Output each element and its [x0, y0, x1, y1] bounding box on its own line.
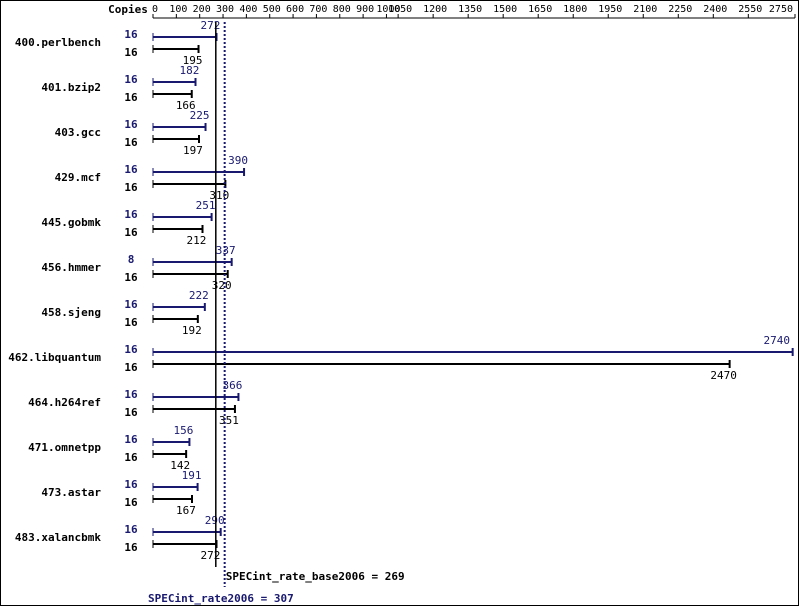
value-label: 290	[205, 514, 225, 527]
value-label: 337	[216, 244, 236, 257]
copies-label: 16	[124, 406, 138, 419]
category-label: 464.h264ref	[28, 396, 101, 409]
x-tick-label: 1050	[388, 4, 412, 15]
category-label: 483.xalancbmk	[15, 531, 101, 544]
copies-label: 16	[124, 523, 138, 536]
copies-header: Copies	[108, 3, 148, 16]
copies-label: 16	[124, 433, 138, 446]
copies-label: 16	[124, 181, 138, 194]
value-label: 390	[228, 154, 248, 167]
value-label: 2470	[710, 369, 737, 382]
category-label: 456.hmmer	[41, 261, 101, 274]
value-label: 197	[183, 144, 203, 157]
value-label: 212	[187, 234, 207, 247]
copies-label: 16	[124, 271, 138, 284]
x-tick-label: 2100	[633, 4, 657, 15]
x-tick-label: 1500	[493, 4, 517, 15]
x-tick-label: 800	[333, 4, 351, 15]
copies-label: 16	[124, 208, 138, 221]
x-tick-label: 1200	[423, 4, 447, 15]
value-label: 142	[170, 459, 190, 472]
x-tick-label: 1650	[528, 4, 552, 15]
value-label: 2740	[764, 334, 791, 347]
value-label: 272	[201, 19, 221, 32]
x-tick-label: 1950	[598, 4, 622, 15]
x-tick-label: 1350	[458, 4, 482, 15]
copies-label: 16	[124, 361, 138, 374]
copies-label: 16	[124, 298, 138, 311]
copies-label: 16	[124, 46, 138, 59]
x-tick-label: 500	[263, 4, 281, 15]
value-label: 191	[182, 469, 202, 482]
value-label: 366	[223, 379, 243, 392]
copies-label: 16	[124, 226, 138, 239]
value-label: 167	[176, 504, 196, 517]
copies-label: 16	[124, 73, 138, 86]
x-tick-label: 1000	[376, 4, 400, 15]
copies-label: 16	[124, 478, 138, 491]
x-tick-label: 0	[152, 4, 158, 15]
category-label: 462.libquantum	[8, 351, 101, 364]
value-label: 166	[176, 99, 196, 112]
category-label: 473.astar	[41, 486, 101, 499]
value-label: 320	[212, 279, 232, 292]
category-label: 471.omnetpp	[28, 441, 101, 454]
category-label: 445.gobmk	[41, 216, 101, 229]
copies-label: 16	[124, 91, 138, 104]
value-label: 156	[173, 424, 193, 437]
value-label: 222	[189, 289, 209, 302]
x-tick-label: 1800	[563, 4, 587, 15]
value-label: 272	[201, 549, 221, 562]
value-label: 195	[183, 54, 203, 67]
copies-label: 16	[124, 541, 138, 554]
x-tick-label: 2250	[668, 4, 692, 15]
reference-label: SPECint_rate2006 = 307	[148, 592, 294, 605]
x-tick-label: 200	[193, 4, 211, 15]
x-tick-label: 700	[309, 4, 327, 15]
copies-label: 16	[124, 496, 138, 509]
x-tick-label: 2400	[703, 4, 727, 15]
copies-label: 16	[124, 451, 138, 464]
x-tick-label: 600	[286, 4, 304, 15]
x-tick-label: 900	[356, 4, 374, 15]
copies-label: 16	[124, 118, 138, 131]
value-label: 182	[180, 64, 200, 77]
value-label: 251	[196, 199, 216, 212]
value-label: 225	[190, 109, 210, 122]
x-tick-label: 2550	[738, 4, 762, 15]
copies-label: 16	[124, 163, 138, 176]
x-tick-label: 300	[216, 4, 234, 15]
value-label: 192	[182, 324, 202, 337]
category-label: 401.bzip2	[41, 81, 101, 94]
copies-label: 16	[124, 388, 138, 401]
copies-label: 16	[124, 28, 138, 41]
reference-label: SPECint_rate_base2006 = 269	[226, 570, 405, 583]
copies-label: 16	[124, 343, 138, 356]
category-label: 400.perlbench	[15, 36, 101, 49]
category-label: 458.sjeng	[41, 306, 101, 319]
copies-label: 16	[124, 316, 138, 329]
copies-label: 8	[128, 253, 135, 266]
category-label: 403.gcc	[55, 126, 101, 139]
x-tick-label: 2750	[769, 4, 793, 15]
value-label: 351	[219, 414, 239, 427]
copies-label: 16	[124, 136, 138, 149]
x-tick-label: 400	[239, 4, 257, 15]
category-label: 429.mcf	[55, 171, 101, 184]
x-tick-label: 100	[169, 4, 187, 15]
